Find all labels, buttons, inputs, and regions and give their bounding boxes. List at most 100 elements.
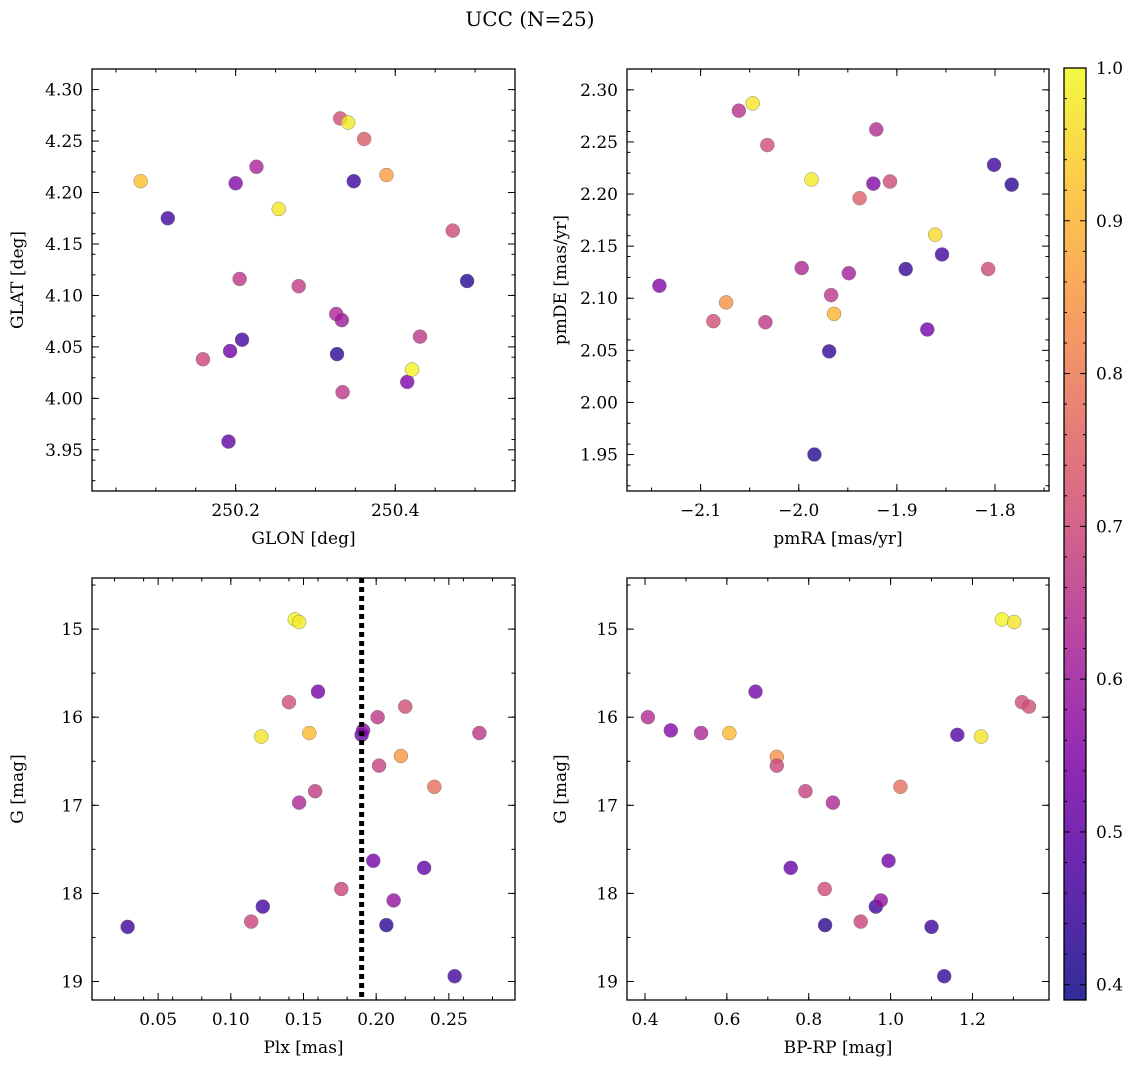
data-point: [994, 612, 1010, 627]
data-point: [804, 172, 819, 187]
y-tick-label: 2.25: [580, 133, 618, 153]
data-point: [243, 914, 259, 929]
axes-frame: [626, 577, 1050, 1001]
colorbar-tick-label: 0.9: [1096, 212, 1123, 232]
y-tick-label: 4.20: [45, 184, 83, 204]
y-tick-label: 4.10: [45, 286, 83, 306]
panel-2: −2.1 −2.0 −1.9 −1.8 1.95 2.00 2.05 2.10 2.15 2.20…: [551, 68, 1050, 549]
y-tick-label: 1.95: [580, 446, 618, 466]
data-point: [370, 709, 385, 725]
data-point: [255, 899, 270, 914]
data-point: [937, 969, 952, 984]
data-point: [893, 779, 908, 794]
x-tick-label: −1.9: [876, 501, 917, 521]
y-tick-label: 16: [596, 708, 618, 728]
y-tick-label: 17: [61, 796, 83, 816]
axes-frame: [91, 577, 516, 1001]
data-point: [310, 684, 326, 699]
y-tick-label: 19: [61, 972, 83, 992]
data-point: [745, 96, 760, 111]
colorbar: 0.4 0.5 0.6 0.7 0.8 0.9 1.0: [1063, 59, 1123, 1001]
x-tick-label: 250.4: [371, 501, 420, 521]
data-point: [221, 434, 236, 449]
x-tick-label: −1.8: [974, 501, 1015, 521]
x-tick-label: −2.1: [680, 501, 721, 521]
x-tick-label: 0.6: [713, 1010, 740, 1030]
y-axis-label: GLAT [deg]: [8, 231, 28, 329]
data-point: [817, 917, 833, 933]
scatter-panels: 250.2 250.4 3.95 4.00 4.05 4.10 4.15 4.20 4.25 4.…: [8, 68, 1050, 1058]
data-point: [852, 191, 867, 206]
tick-marks: [627, 69, 1049, 491]
y-tick-label: 3.95: [45, 441, 83, 461]
data-point: [291, 614, 307, 630]
x-tick-label: 1.2: [959, 1010, 986, 1030]
data-point: [817, 881, 832, 897]
y-tick-label: 2.10: [580, 289, 618, 309]
x-tick-label: 0.15: [285, 1010, 323, 1030]
data-point: [222, 343, 238, 359]
data-point: [841, 266, 856, 281]
colorbar-tick-label: 0.5: [1096, 823, 1123, 843]
x-tick-label: 0.25: [430, 1010, 468, 1030]
data-point: [950, 727, 965, 743]
data-point: [447, 969, 462, 984]
data-point: [340, 115, 356, 130]
y-tick-label: 4.05: [45, 338, 83, 358]
data-point: [335, 384, 350, 400]
data-point: [195, 352, 211, 367]
data-point: [133, 173, 148, 189]
data-points: [640, 612, 1037, 984]
data-point: [291, 795, 307, 810]
data-point: [869, 122, 884, 137]
data-point: [291, 278, 306, 294]
tick-marks: [627, 578, 1049, 1000]
x-axis-label: Plx [mas]: [263, 1038, 343, 1058]
data-point: [346, 173, 361, 189]
tick-marks: [92, 68, 515, 491]
data-point: [760, 137, 775, 153]
x-tick-label: −2.0: [778, 501, 819, 521]
y-tick-label: 2.20: [580, 185, 618, 205]
data-point: [254, 729, 269, 744]
data-point: [472, 725, 487, 741]
y-tick-label: 16: [61, 708, 83, 728]
data-point: [980, 261, 996, 277]
data-point: [873, 893, 888, 908]
x-tick-label: 0.20: [357, 1010, 395, 1030]
data-point: [722, 725, 737, 741]
figure-title: UCC (N=25): [465, 7, 594, 31]
data-point: [232, 271, 247, 287]
data-point: [934, 247, 950, 262]
data-point: [393, 748, 409, 764]
colorbar-fill: [1064, 68, 1086, 1000]
data-points: [652, 96, 1019, 462]
colorbar-tick-label: 0.6: [1096, 670, 1123, 690]
colorbar-tick-label: 1.0: [1096, 59, 1123, 79]
data-point: [798, 784, 813, 799]
y-tick-label: 19: [596, 972, 618, 992]
data-point: [1021, 699, 1037, 714]
data-point: [783, 860, 798, 876]
data-point: [769, 758, 785, 773]
data-point: [794, 260, 809, 276]
x-tick-label: 1.0: [877, 1010, 904, 1030]
data-point: [731, 103, 747, 118]
data-point: [693, 725, 709, 741]
data-point: [663, 723, 678, 738]
data-point: [748, 684, 763, 699]
panel-3: 0.05 0.10 0.15 0.20 0.25 15 16 17 18 19 Plx [mas] G…: [8, 577, 516, 1058]
data-points: [120, 612, 487, 984]
data-point: [400, 374, 415, 390]
axes-frame: [626, 68, 1050, 492]
data-point: [882, 174, 898, 189]
panel-4: 0.4 0.6 0.8 1.0 1.2 15 16 17 18 19 BP-RP [mag] G [m…: [551, 577, 1050, 1058]
data-point: [398, 699, 413, 714]
data-point: [821, 344, 837, 359]
data-point: [823, 287, 839, 303]
y-tick-label: 2.15: [580, 237, 618, 257]
data-point: [271, 201, 286, 217]
data-point: [866, 176, 881, 191]
x-tick-label: 0.8: [795, 1010, 822, 1030]
y-tick-label: 17: [596, 796, 618, 816]
